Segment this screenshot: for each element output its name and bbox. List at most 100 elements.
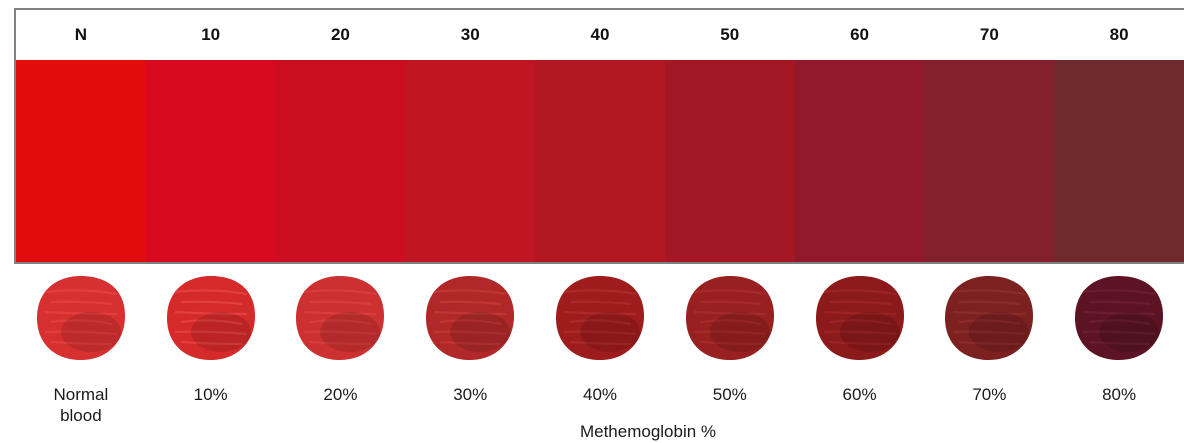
blood-sample-disc	[550, 270, 650, 366]
sample-texture-streak	[953, 289, 1026, 296]
blood-sample-disc	[810, 270, 910, 366]
blood-sample-shape	[36, 276, 125, 360]
sample-shadow	[709, 312, 770, 352]
blood-sample-shape	[166, 276, 255, 360]
blood-sample-shape	[815, 276, 904, 360]
sample-texture-streak	[180, 340, 242, 346]
column-header: 20	[330, 25, 350, 44]
sample-texture-streak	[310, 340, 372, 346]
sample-caption: 60%	[842, 385, 877, 404]
sample-body	[166, 276, 255, 360]
sample-texture-streak	[693, 330, 766, 336]
sample-shadow	[839, 312, 900, 352]
color-swatch	[16, 60, 147, 262]
sample-texture-streak	[44, 330, 117, 336]
sample-texture-streak	[304, 330, 377, 336]
sample-texture-streak	[1083, 310, 1156, 316]
sample-texture-streak	[569, 340, 632, 346]
sample-caption: 10%	[193, 385, 228, 404]
sample-texture-streak	[569, 319, 632, 326]
sample-texture-streak	[50, 300, 112, 306]
sample-texture-streak	[829, 319, 891, 326]
blood-sample-disc	[420, 270, 520, 366]
sample-texture-streak	[1089, 340, 1151, 346]
sample-caption: 30%	[453, 385, 488, 404]
sample-body	[1075, 276, 1164, 360]
sample-texture-streak	[174, 310, 247, 316]
sample-texture-streak	[563, 289, 637, 296]
color-swatch	[275, 60, 407, 262]
sample-caption: Normal blood	[53, 385, 109, 425]
sample-texture-streak	[310, 300, 372, 306]
sample-texture-streak	[693, 310, 766, 316]
column-header: 70	[979, 25, 999, 44]
blood-sample-shape	[945, 276, 1034, 360]
sample-texture-streak	[174, 289, 247, 296]
sample-texture-streak	[699, 300, 761, 306]
sample-body	[36, 276, 125, 360]
sample-texture-streak	[1089, 300, 1151, 306]
sample-shadow	[450, 312, 511, 352]
sample-body	[945, 276, 1034, 360]
sample-texture-streak	[693, 289, 766, 296]
sample-texture-streak	[563, 330, 637, 336]
sample-shadow	[1099, 312, 1160, 352]
sample-texture-streak	[434, 289, 507, 296]
axis-title: Methemoglobin %	[579, 422, 717, 441]
blood-sample-shape	[426, 276, 515, 360]
sample-shadow	[580, 312, 640, 352]
blood-sample-row	[0, 270, 1184, 370]
column-header: 60	[850, 25, 869, 44]
sample-shadow	[969, 312, 1030, 352]
sample-caption: 70%	[972, 385, 1007, 404]
sample-body	[685, 276, 774, 360]
color-swatch	[1054, 60, 1184, 262]
sample-texture-streak	[434, 330, 507, 336]
blood-sample-disc	[680, 270, 780, 366]
sample-texture-streak	[959, 300, 1021, 306]
column-header: 80	[1109, 25, 1129, 44]
sample-texture-streak	[953, 330, 1026, 336]
sample-caption: 50%	[712, 385, 747, 404]
sample-texture-streak	[304, 310, 377, 316]
sample-texture-streak	[304, 289, 377, 296]
blood-sample-disc	[31, 270, 131, 366]
sample-texture-streak	[310, 319, 372, 326]
sample-texture-streak	[1083, 330, 1156, 336]
sample-shadow	[60, 312, 121, 352]
color-swatch	[535, 60, 666, 262]
sample-texture-streak	[50, 340, 112, 346]
column-header: 10	[201, 25, 221, 44]
sample-shadow	[320, 312, 381, 352]
sample-caption: 20%	[323, 385, 358, 404]
sample-texture-streak	[44, 289, 118, 296]
column-header: 30	[460, 25, 480, 44]
sample-texture-streak	[50, 319, 113, 326]
sample-texture-streak	[959, 319, 1021, 326]
sample-texture-streak	[434, 310, 507, 316]
color-swatch	[794, 60, 926, 262]
column-header: N	[74, 25, 88, 44]
sample-body	[815, 276, 904, 360]
sample-texture-streak	[699, 319, 761, 326]
sample-texture-streak	[829, 340, 891, 346]
sample-texture-streak	[1082, 289, 1156, 296]
sample-texture-streak	[569, 300, 632, 306]
sample-texture-streak	[823, 330, 896, 336]
blood-sample-disc	[161, 270, 261, 366]
sample-texture-streak	[823, 289, 896, 296]
column-header: 40	[590, 25, 610, 44]
sample-texture-streak	[44, 310, 117, 316]
blood-sample-disc	[1069, 270, 1169, 366]
blood-sample-shape	[685, 276, 774, 360]
sample-caption: 80%	[1102, 385, 1137, 404]
sample-body	[296, 276, 385, 360]
blood-sample-disc	[290, 270, 390, 366]
color-swatch	[405, 60, 537, 262]
sample-texture-streak	[1088, 319, 1151, 326]
sample-texture-streak	[440, 300, 502, 306]
blood-sample-shape	[556, 276, 644, 360]
blood-sample-shape	[296, 276, 385, 360]
sample-texture-streak	[180, 300, 242, 306]
